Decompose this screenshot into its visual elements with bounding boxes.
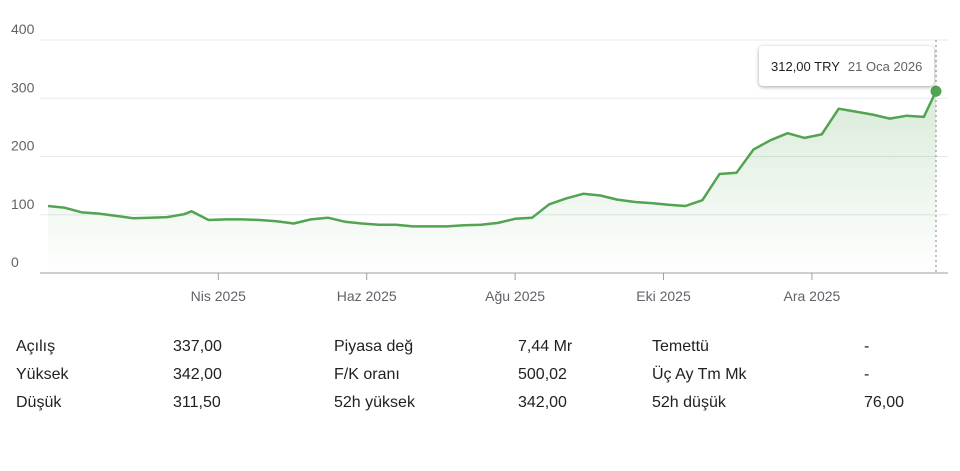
stat-label-low: Düşük — [16, 394, 62, 411]
stat-label-quarterly-div: Üç Ay Tm Mk — [652, 366, 747, 383]
x-tick-label: Haz 2025 — [337, 288, 397, 304]
tooltip-price: 312,00 TRY — [771, 58, 840, 74]
x-tick-label: Ara 2025 — [784, 288, 841, 304]
y-axis-ticks: 0 100 200 300 400 — [11, 21, 35, 270]
tooltip-date: 21 Oca 2026 — [847, 58, 923, 74]
stat-value-high: 342,00 — [173, 366, 222, 383]
stat-label-dividend: Temettü — [652, 338, 709, 355]
stats-row: Açılış 337,00 Piyasa değ 7,44 Mr Temettü… — [16, 334, 916, 362]
stat-label-pe-ratio: F/K oranı — [334, 366, 400, 383]
stats-row: Düşük 311,50 52h yüksek 342,00 52h düşük… — [16, 390, 916, 418]
stat-label-52w-high: 52h yüksek — [334, 394, 415, 411]
price-chart[interactable]: 0 100 200 300 400 Nis 2025 Haz 2025 Ağu 2025 Ek… — [0, 0, 960, 320]
y-tick-label: 200 — [11, 138, 35, 154]
stat-value-quarterly-div: - — [864, 366, 870, 383]
stat-label-market-cap: Piyasa değ — [334, 338, 414, 355]
stat-label-high: Yüksek — [16, 366, 69, 383]
x-tick-label: Nis 2025 — [191, 288, 246, 304]
stat-value-open: 337,00 — [173, 338, 222, 355]
y-tick-label: 100 — [11, 196, 35, 212]
stat-value-pe-ratio: 500,02 — [518, 366, 567, 383]
stat-value-52w-high: 342,00 — [518, 394, 567, 411]
stats-row: Yüksek 342,00 F/K oranı 500,02 Üç Ay Tm … — [16, 362, 916, 390]
x-axis-ticks: Nis 2025 Haz 2025 Ağu 2025 Eki 2025 Ara 2025 — [191, 273, 841, 304]
stat-value-dividend: - — [864, 338, 870, 355]
price-tooltip: 312,00 TRY 21 Oca 2026 — [759, 46, 935, 86]
stat-label-open: Açılış — [16, 338, 56, 355]
stat-value-52w-low: 76,00 — [864, 394, 905, 411]
x-tick-label: Ağu 2025 — [485, 288, 545, 304]
stat-label-52w-low: 52h düşük — [652, 394, 726, 411]
y-tick-label: 300 — [11, 79, 35, 95]
price-line — [47, 90, 938, 228]
x-tick-label: Eki 2025 — [636, 288, 691, 304]
stat-value-low: 311,50 — [173, 394, 221, 411]
price-area-fill — [48, 91, 936, 273]
stat-value-market-cap: 7,44 Mr — [518, 338, 573, 355]
hover-point-marker — [930, 85, 942, 97]
y-tick-label: 400 — [11, 21, 35, 37]
y-tick-label: 0 — [11, 254, 19, 270]
key-stats-table: Açılış 337,00 Piyasa değ 7,44 Mr Temettü… — [16, 334, 916, 418]
